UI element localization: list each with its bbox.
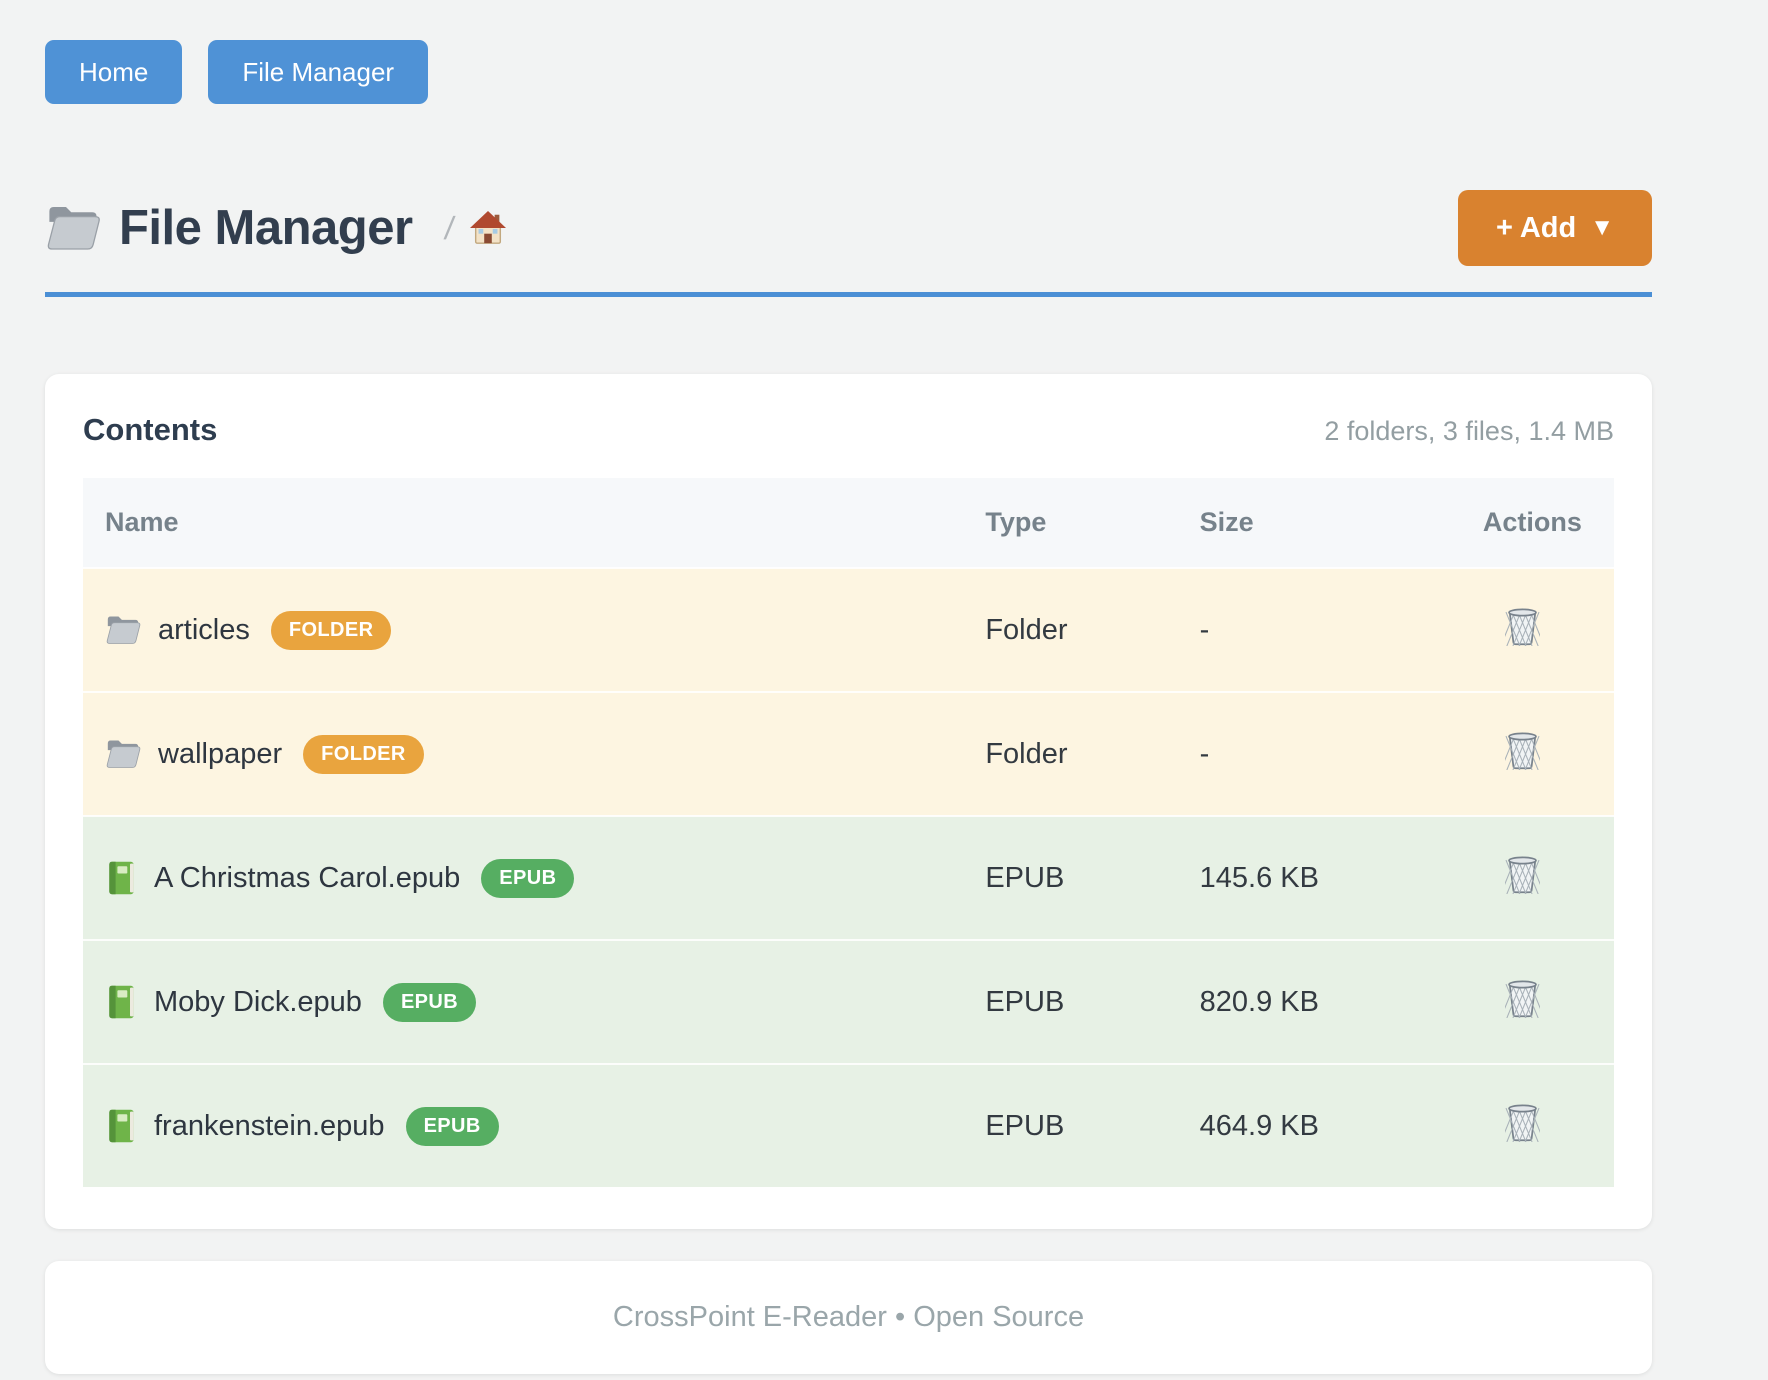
entry-name-cell: A Christmas Carol.epub EPUB: [105, 858, 963, 898]
page-title: File Manager: [119, 201, 413, 255]
entry-name-cell: wallpaper FOLDER: [105, 734, 963, 774]
table-row: A Christmas Carol.epub EPUB EPUB 145.6 K…: [83, 815, 1614, 940]
entry-type: EPUB: [963, 939, 1178, 1064]
entry-type-badge: FOLDER: [303, 734, 424, 774]
nav-bar: Home File Manager: [45, 40, 1652, 104]
entry-name-link[interactable]: A Christmas Carol.epub: [154, 861, 461, 894]
entry-size: 464.9 KB: [1177, 1063, 1461, 1187]
table-row: frankenstein.epub EPUB EPUB 464.9 KB: [83, 1063, 1614, 1187]
entry-type: Folder: [963, 691, 1178, 816]
column-header-type: Type: [963, 478, 1178, 568]
folder-icon: [105, 614, 141, 646]
delete-button[interactable]: [1504, 854, 1540, 894]
trash-icon: [1504, 1102, 1540, 1142]
entry-type: EPUB: [963, 815, 1178, 940]
trash-icon: [1504, 606, 1540, 646]
breadcrumb-separator: /: [442, 209, 457, 246]
footer-card: CrossPoint E-Reader • Open Source: [45, 1261, 1652, 1374]
trash-icon: [1504, 854, 1540, 894]
contents-summary: 2 folders, 3 files, 1.4 MB: [1324, 416, 1614, 446]
table-body: articles FOLDER Folder -: [83, 567, 1614, 1187]
entry-size: -: [1177, 567, 1461, 692]
column-header-size: Size: [1177, 478, 1461, 568]
book-icon: [105, 1108, 137, 1144]
table-row: wallpaper FOLDER Folder -: [83, 691, 1614, 816]
entry-size: 820.9 KB: [1177, 939, 1461, 1064]
entry-type-badge: EPUB: [382, 982, 477, 1022]
table-row: articles FOLDER Folder -: [83, 567, 1614, 692]
nav-file-manager-button[interactable]: File Manager: [208, 40, 429, 104]
entry-name-link[interactable]: frankenstein.epub: [154, 1109, 385, 1142]
add-button-label: + Add: [1495, 211, 1577, 244]
trash-icon: [1504, 730, 1540, 770]
entry-name-cell: articles FOLDER: [105, 610, 963, 650]
delete-button[interactable]: [1504, 730, 1540, 770]
table-row: Moby Dick.epub EPUB EPUB 820.9 KB: [83, 939, 1614, 1064]
entry-name-link[interactable]: wallpaper: [158, 737, 283, 770]
entry-type-badge: EPUB: [405, 1106, 499, 1146]
title-group: File Manager /: [45, 200, 507, 256]
chevron-down-icon: ▼: [1590, 214, 1614, 241]
home-icon[interactable]: [469, 210, 507, 246]
contents-card: Contents 2 folders, 3 files, 1.4 MB Name…: [45, 374, 1652, 1229]
contents-card-header: Contents 2 folders, 3 files, 1.4 MB: [83, 412, 1614, 448]
column-header-actions: Actions: [1460, 478, 1614, 568]
footer-text: CrossPoint E-Reader • Open Source: [612, 1301, 1085, 1333]
entry-name-link[interactable]: articles: [158, 613, 250, 646]
trash-icon: [1504, 978, 1540, 1018]
entry-size: -: [1177, 691, 1461, 816]
page-header: File Manager / + Add ▼: [45, 190, 1652, 266]
delete-button[interactable]: [1504, 1102, 1540, 1142]
entry-name-link[interactable]: Moby Dick.epub: [154, 985, 362, 1018]
header-divider: [45, 292, 1652, 297]
delete-button[interactable]: [1504, 606, 1540, 646]
table-header: Name Type Size Actions: [83, 478, 1614, 568]
entry-name-cell: Moby Dick.epub EPUB: [105, 982, 963, 1022]
entry-size: 145.6 KB: [1177, 815, 1461, 940]
book-icon: [105, 860, 137, 896]
entry-type: EPUB: [963, 1063, 1178, 1187]
nav-home-button[interactable]: Home: [45, 40, 183, 104]
file-table: Name Type Size Actions articles FOLDER F…: [83, 478, 1614, 1187]
folder-icon: [45, 204, 101, 252]
delete-button[interactable]: [1504, 978, 1540, 1018]
folder-icon: [105, 738, 141, 770]
entry-type-badge: FOLDER: [270, 610, 392, 650]
column-header-name: Name: [83, 478, 964, 568]
entry-type: Folder: [963, 567, 1178, 692]
book-icon: [105, 984, 137, 1020]
card-title: Contents: [83, 412, 218, 447]
entry-type-badge: EPUB: [481, 858, 575, 898]
add-button[interactable]: + Add ▼: [1457, 190, 1652, 266]
breadcrumb: /: [442, 209, 508, 247]
entry-name-cell: frankenstein.epub EPUB: [105, 1106, 963, 1146]
